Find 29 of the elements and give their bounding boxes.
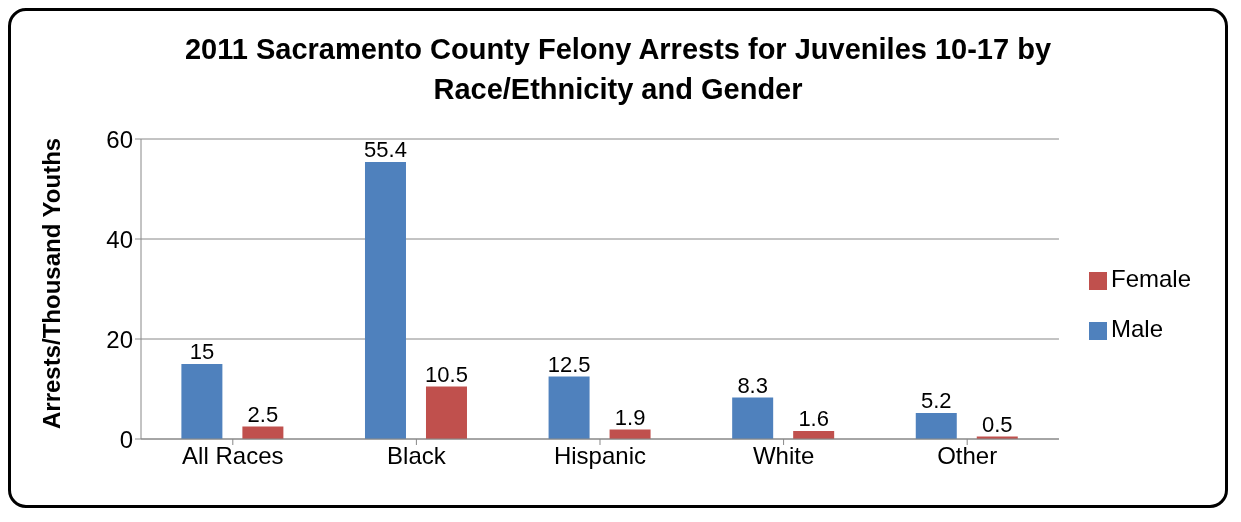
data-label: 8.3: [737, 372, 768, 398]
data-label: 55.4: [364, 137, 407, 162]
data-label: 0.5: [981, 411, 1013, 437]
chart-title: 2011 Sacramento County Felony Arrests for Juveniles 10-17 by Race/Ethnicity and Gender: [183, 32, 1053, 107]
bar: [915, 413, 957, 439]
bar: [548, 376, 590, 439]
legend-label: Male: [1110, 315, 1163, 342]
data-label: 5.2: [920, 388, 952, 413]
x-tick-label: Hispanic: [553, 442, 647, 470]
y-tick-label: 0: [119, 425, 133, 453]
data-label: 1.9: [614, 404, 646, 430]
data-label: 10.5: [425, 361, 468, 387]
data-label: 1.6: [798, 406, 829, 431]
data-label: 12.5: [547, 351, 591, 377]
bar: [425, 386, 467, 439]
y-tick-label: 60: [106, 125, 133, 153]
bar: [732, 397, 774, 439]
bar: [364, 162, 406, 439]
data-label: 2.5: [247, 401, 279, 427]
x-tick-label: Black: [387, 442, 447, 470]
x-tick-label: All Races: [182, 442, 284, 470]
y-axis-title: Arrests/Thousand Youths: [37, 137, 65, 429]
y-tick-label: 40: [106, 225, 133, 253]
x-tick-label: Other: [937, 442, 998, 470]
bar: [181, 364, 223, 439]
x-tick-label: White: [752, 442, 815, 470]
legend-label: Female: [1110, 265, 1191, 292]
y-tick-label: 20: [106, 325, 133, 353]
data-label: 15: [189, 339, 215, 364]
